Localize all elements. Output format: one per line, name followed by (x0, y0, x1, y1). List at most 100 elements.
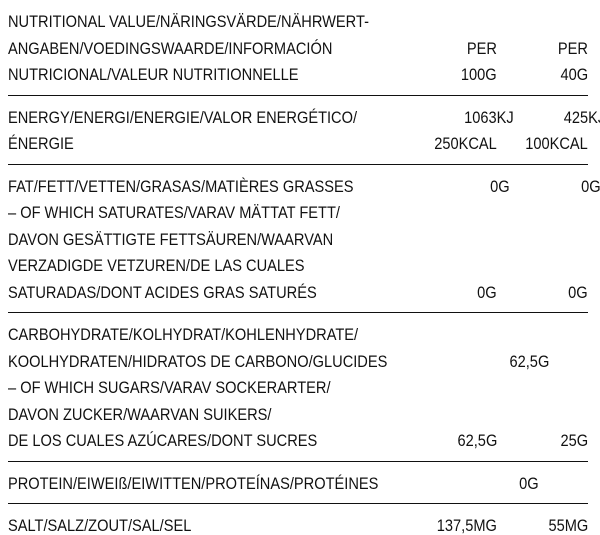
value-per-portion: 55MG (548, 516, 588, 535)
value-per-100g-cell (415, 322, 515, 349)
nutrient-label-cell: NUTRICIONAL/VALEUR NUTRITIONNELLE (8, 62, 397, 89)
value-per-portion-cell: 100KCAL (497, 131, 588, 158)
value-per-portion-cell: 40G (497, 62, 588, 89)
value-per-portion-cell (515, 322, 600, 349)
nutrient-label: DE LOS CUALES AZÚCARES/DONT SUCRES (8, 431, 318, 450)
value-per-100g-cell: 62,5G (397, 428, 497, 455)
table-row: FAT/FETT/VETTEN/GRASAS/MATIÈRES GRASSES 0… (8, 165, 600, 313)
value-per-portion-cell (497, 227, 588, 254)
row-line: NUTRICIONAL/VALEUR NUTRITIONNELLE 100G 40G (8, 62, 588, 89)
value-per-portion: 0G (568, 282, 588, 302)
value-per-portion-cell: 25G (497, 428, 588, 455)
value-per-100g: 250KCAL (434, 134, 497, 153)
row-line: DE LOS CUALES AZÚCARES/DONT SUCRES 62,5G 2… (8, 428, 588, 455)
nutrient-label-cell: NUTRITIONAL VALUE/NÄRINGSVÄRDE/NÄHRWERT- (8, 9, 428, 36)
nutrient-label: DAVON GESÄTTIGTE FETTSÄUREN/WAARVAN (8, 229, 334, 249)
value-per-portion: PER (557, 38, 588, 58)
value-per-100g-cell (428, 9, 528, 36)
nutrient-label-cell: SALT/SALZ/ZOUT/SAL/SEL (8, 513, 397, 535)
row-line: DAVON GESÄTTIGTE FETTSÄUREN/WAARVAN (8, 227, 588, 254)
row-line: KOOLHYDRATEN/HIDRATOS DE CARBONO/GLUCIDE… (8, 349, 588, 376)
nutrient-label-cell: DAVON ZUCKER/WAARVAN SUIKERS/ (8, 402, 397, 429)
value-per-100g-cell (397, 402, 497, 429)
nutrient-label: SALT/SALZ/ZOUT/SAL/SEL (8, 516, 192, 535)
row-line: – OF WHICH SATURATES/VARAV MÄTTAT FETT/ (8, 200, 588, 227)
value-per-100g-cell (397, 375, 497, 402)
value-per-portion-cell: 55MG (497, 513, 588, 535)
value-per-100g-cell: 1063KJ (414, 105, 514, 132)
value-per-100g: 0G (477, 282, 497, 302)
value-per-portion: 0G (581, 176, 600, 196)
nutrient-label-cell: PROTEIN/EIWEIß/EIWITTEN/PROTEÍNAS/PROTÉI… (8, 471, 439, 498)
row-line: ÉNERGIE 250KCAL 100KCAL (8, 131, 588, 158)
nutrient-label: CARBOHYDRATE/KOLHYDRAT/KOHLENHYDRATE/ (8, 325, 359, 344)
value-per-portion: 425KJ (563, 107, 600, 127)
value-per-portion: 100KCAL (525, 134, 588, 153)
table-row: NUTRITIONAL VALUE/NÄRINGSVÄRDE/NÄHRWERT-… (8, 0, 588, 96)
value-per-portion-cell (497, 253, 588, 280)
nutrient-label-cell: CARBOHYDRATE/KOLHYDRAT/KOHLENHYDRATE/ (8, 322, 415, 349)
value-per-portion-cell: 0G (510, 174, 600, 201)
row-line: VERZADIGDE VETZUREN/DE LAS CUALES (8, 253, 588, 280)
nutrient-label: FAT/FETT/VETTEN/GRASAS/MATIÈRES GRASSES (8, 176, 354, 196)
nutrient-label-cell: ÉNERGIE (8, 131, 397, 158)
row-line: SATURADAS/DONT ACIDES GRAS SATURÉS 0G 0G (8, 280, 588, 307)
nutrient-label: ENERGY/ENERGI/ENERGIE/VALOR ENERGÉTICO/ (8, 107, 358, 127)
nutrient-label-cell: DE LOS CUALES AZÚCARES/DONT SUCRES (8, 428, 397, 455)
row-line: ENERGY/ENERGI/ENERGIE/VALOR ENERGÉTICO/1… (8, 105, 600, 132)
nutrient-label: SATURADAS/DONT ACIDES GRAS SATURÉS (8, 282, 317, 302)
value-per-100g-cell: PER (397, 36, 497, 63)
row-line: DAVON ZUCKER/WAARVAN SUIKERS/ (8, 402, 588, 429)
value-per-portion: 25G (560, 431, 588, 450)
row-line: – OF WHICH SUGARS/VARAV SOCKERARTER/ (8, 375, 588, 402)
value-per-portion: 40G (560, 65, 588, 84)
nutrient-label-cell: KOOLHYDRATEN/HIDRATOS DE CARBONO/GLUCIDE… (8, 349, 449, 376)
row-line: ANGABEN/VOEDINGSWAARDE/INFORMACIÓN PER PER (8, 36, 588, 63)
value-per-portion-cell: 0G (497, 280, 588, 307)
table-row: ENERGY/ENERGI/ENERGIE/VALOR ENERGÉTICO/1… (8, 96, 600, 165)
nutrient-label: DAVON ZUCKER/WAARVAN SUIKERS/ (8, 404, 272, 424)
value-per-portion-cell (497, 402, 588, 429)
row-line: NUTRITIONAL VALUE/NÄRINGSVÄRDE/NÄHRWERT- (8, 9, 588, 36)
nutrient-label: – OF WHICH SUGARS/VARAV SOCKERARTER/ (8, 378, 331, 397)
value-per-100g: 1063KJ (464, 107, 514, 127)
value-per-portion-cell (497, 375, 588, 402)
row-line: CARBOHYDRATE/KOLHYDRAT/KOHLENHYDRATE/ (8, 322, 588, 349)
nutrient-label: – OF WHICH SATURATES/VARAV MÄTTAT FETT/ (8, 203, 340, 222)
nutrient-label: NUTRITIONAL VALUE/NÄRINGSVÄRDE/NÄHRWERT- (8, 12, 369, 31)
value-per-100g-cell (397, 253, 497, 280)
table-row: SALT/SALZ/ZOUT/SAL/SEL 137,5MG 55MG (8, 504, 588, 535)
value-per-portion-cell (497, 200, 588, 227)
value-per-100g: 100G (461, 65, 497, 84)
nutrient-label-cell: ENERGY/ENERGI/ENERGIE/VALOR ENERGÉTICO/ (8, 105, 414, 132)
value-per-100g-cell (397, 227, 497, 254)
value-per-portion-cell: 0G (539, 471, 600, 498)
value-per-portion-cell: 425KJ (514, 105, 600, 132)
row-line: PROTEIN/EIWEIß/EIWITTEN/PROTEÍNAS/PROTÉI… (8, 471, 588, 498)
value-per-100g-cell: 62,5G (449, 349, 549, 376)
value-per-100g-cell: 0G (439, 471, 539, 498)
value-per-100g: 0G (490, 176, 510, 196)
row-line: FAT/FETT/VETTEN/GRASAS/MATIÈRES GRASSES 0… (8, 174, 600, 201)
nutrient-label: ANGABEN/VOEDINGSWAARDE/INFORMACIÓN (8, 38, 333, 58)
value-per-100g: 62,5G (457, 431, 497, 450)
value-per-portion-cell (528, 9, 600, 36)
value-per-100g: 137,5MG (436, 516, 497, 535)
nutrient-label: ÉNERGIE (8, 134, 74, 153)
value-per-100g-cell: 250KCAL (397, 131, 497, 158)
nutrient-label-cell: SATURADAS/DONT ACIDES GRAS SATURÉS (8, 280, 397, 307)
nutrient-label: KOOLHYDRATEN/HIDRATOS DE CARBONO/GLUCIDE… (8, 351, 388, 371)
value-per-100g: PER (466, 38, 497, 58)
nutrient-label: PROTEIN/EIWEIß/EIWITTEN/PROTEÍNAS/PROTÉI… (8, 473, 379, 493)
value-per-100g-cell: 0G (397, 280, 497, 307)
value-per-100g-cell: 100G (397, 62, 497, 89)
nutrient-label-cell: – OF WHICH SUGARS/VARAV SOCKERARTER/ (8, 375, 397, 402)
value-per-portion-cell: 25G (549, 349, 600, 376)
nutrient-label-cell: – OF WHICH SATURATES/VARAV MÄTTAT FETT/ (8, 200, 397, 227)
row-line: SALT/SALZ/ZOUT/SAL/SEL 137,5MG 55MG (8, 513, 588, 535)
value-per-portion-cell: PER (497, 36, 588, 63)
nutrient-label: NUTRICIONAL/VALEUR NUTRITIONNELLE (8, 65, 299, 84)
nutrient-label: VERZADIGDE VETZUREN/DE LAS CUALES (8, 256, 305, 275)
nutrient-label-cell: ANGABEN/VOEDINGSWAARDE/INFORMACIÓN (8, 36, 397, 63)
